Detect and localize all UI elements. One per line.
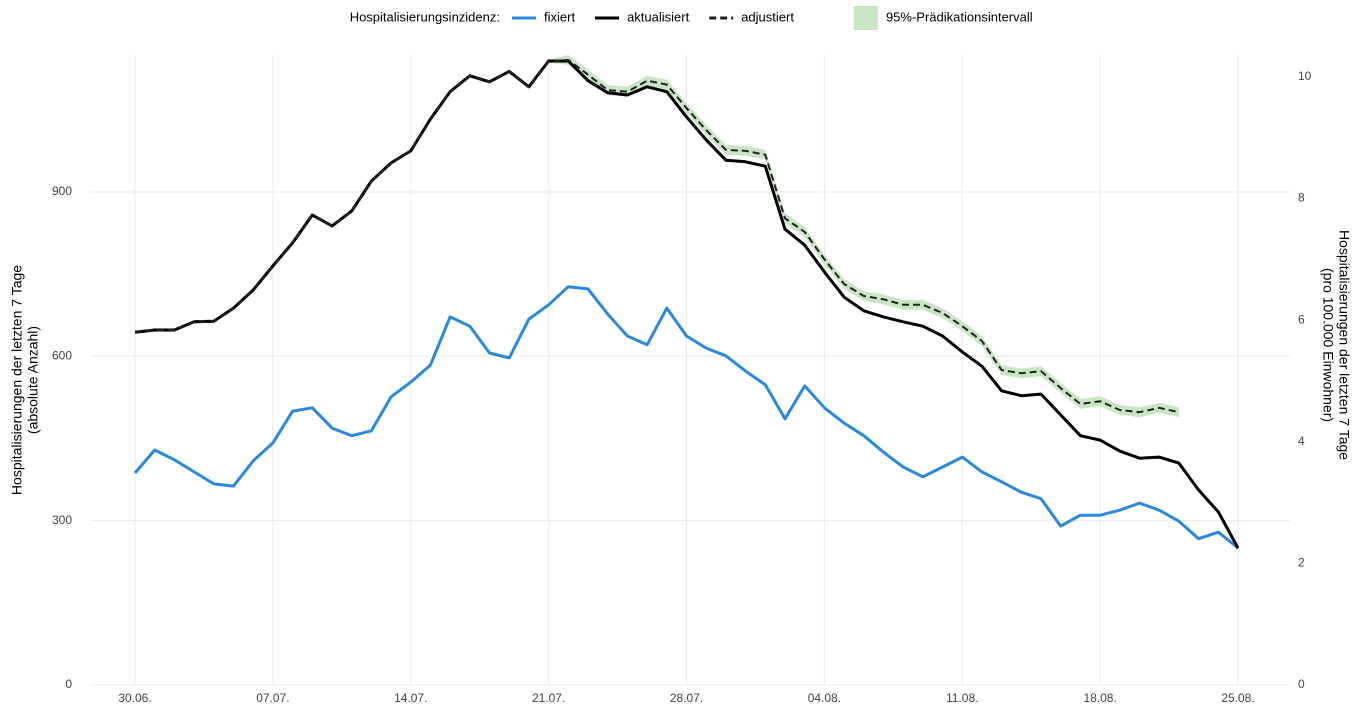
series-line — [134, 58, 1180, 414]
y2-axis-title: (pro 100.000 Einwohner) — [1320, 268, 1336, 422]
y2-tick-label: 2 — [1298, 556, 1305, 570]
x-tick-label: 28.07. — [670, 691, 703, 705]
y-axis-title: (absolute Anzahl) — [25, 326, 41, 434]
y-tick-label: 600 — [52, 348, 72, 362]
grid — [90, 55, 1290, 686]
legend-label: fixiert — [544, 9, 575, 24]
y2-tick-label: 8 — [1298, 191, 1305, 205]
x-tick-label: 07.07. — [256, 691, 289, 705]
y-axis-title: Hospitalisierungen der letzten 7 Tage — [9, 265, 25, 495]
y2-axis-title: Hospitalisierungen der letzten 7 Tage — [1336, 230, 1352, 460]
legend-label: adjustiert — [741, 9, 794, 24]
prediction-band — [135, 55, 1179, 418]
y2-tick-label: 10 — [1298, 69, 1312, 83]
y2-tick-label: 6 — [1298, 312, 1305, 326]
x-tick-label: 18.08. — [1083, 691, 1116, 705]
x-tick-label: 14.07. — [394, 691, 427, 705]
x-tick-label: 25.08. — [1221, 691, 1254, 705]
legend-title: Hospitalisierungsinzidenz: — [350, 9, 500, 24]
y-tick-label: 300 — [52, 513, 72, 527]
y2-tick-label: 4 — [1298, 434, 1305, 448]
y-tick-label: 900 — [52, 184, 72, 198]
series-line — [133, 285, 1239, 550]
y2-tick-label: 0 — [1298, 677, 1305, 691]
legend-label: 95%-Prädikationsintervall — [886, 9, 1033, 24]
x-tick-label: 11.08. — [946, 691, 978, 705]
x-tick-label: 30.06. — [118, 691, 151, 705]
x-tick-label: 21.07. — [532, 691, 565, 705]
legend-key — [853, 6, 878, 30]
legend-label: aktualisiert — [627, 9, 690, 24]
y-tick-label: 0 — [65, 677, 72, 691]
x-tick-label: 04.08. — [808, 691, 841, 705]
